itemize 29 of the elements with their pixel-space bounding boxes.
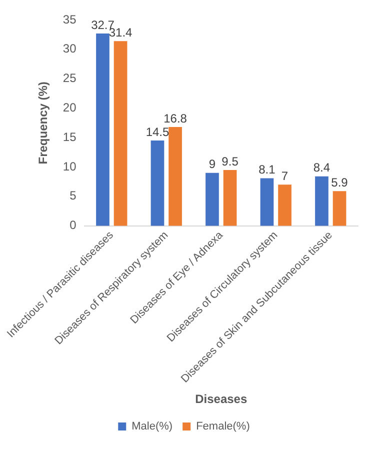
legend-label: Female(%) [196,420,250,433]
y-tick-label: 20 [62,100,77,115]
bar [206,172,219,226]
x-axis-title: Diseases [195,392,248,406]
y-tick-label: 0 [70,218,77,232]
data-label: 16.8 [164,111,188,126]
bar [332,191,346,226]
y-tick-label: 35 [62,12,77,26]
legend-label: Male(%) [132,420,173,433]
bar [260,178,274,226]
y-tick-label: 30 [62,42,77,56]
data-label: 9.5 [222,154,239,168]
bar [315,176,328,226]
data-label: 5.9 [331,175,348,190]
y-tick-label: 15 [62,130,77,144]
data-label: 8.1 [258,162,276,176]
bar [168,127,182,226]
data-label: 8.4 [313,160,330,175]
data-label: 9 [208,157,216,172]
bar [114,41,128,226]
y-tick-label: 5 [70,188,77,203]
y-tick-label: 10 [62,159,77,174]
bar [223,170,237,226]
bar [150,140,164,226]
bar [96,34,110,226]
data-label: 7 [281,168,288,183]
bar [278,184,292,226]
y-axis-title: Frequency (%) [36,82,50,164]
y-tick-label: 25 [62,71,77,86]
